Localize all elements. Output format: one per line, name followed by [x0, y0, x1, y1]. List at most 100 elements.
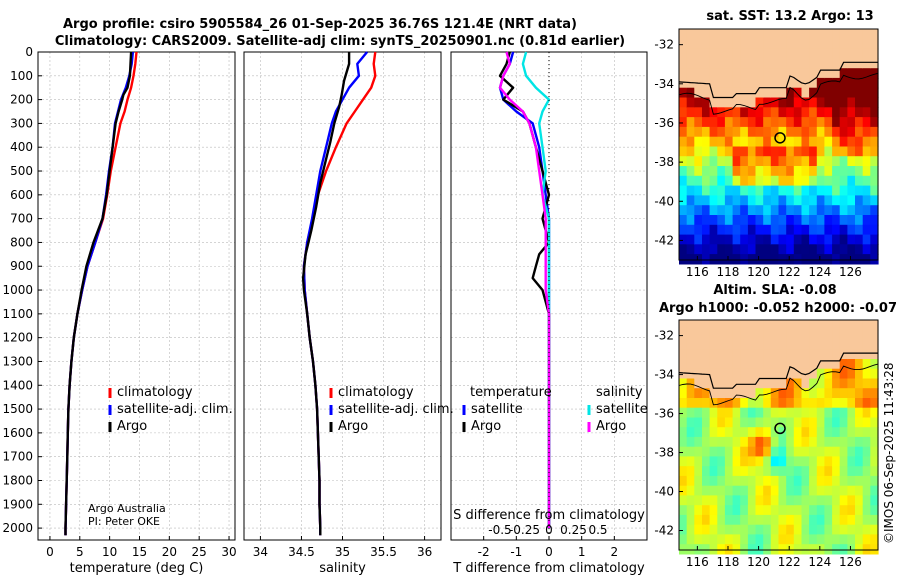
map-cell: [724, 398, 734, 409]
map-cell: [747, 244, 757, 255]
map-cell: [839, 329, 848, 340]
map-cell: [855, 514, 864, 526]
map-cell: [832, 514, 841, 526]
map-cell: [847, 126, 856, 138]
y-tick-label: 400: [10, 140, 33, 154]
s-tick-label: -0.25: [509, 523, 540, 537]
map-cell: [732, 427, 741, 438]
map-cell: [855, 485, 864, 496]
map-cell: [770, 77, 780, 89]
map-cell: [793, 378, 803, 389]
map-cell: [809, 339, 818, 350]
map-cell: [793, 514, 803, 526]
map-y-tick-label: -42: [654, 233, 674, 247]
map-cell: [679, 38, 688, 50]
map-cell: [786, 195, 795, 206]
map-cell: [709, 48, 718, 59]
map-cell: [717, 368, 726, 379]
map-cell: [686, 166, 695, 177]
map-cell: [702, 436, 711, 448]
map-cell: [694, 107, 703, 118]
map-cell: [855, 398, 864, 409]
map-cell: [709, 185, 718, 196]
map-cell: [870, 195, 879, 206]
map-cell: [686, 320, 695, 331]
map-cell: [816, 466, 826, 477]
map-cell: [816, 48, 826, 59]
map-cell: [870, 29, 879, 40]
map-cell: [824, 97, 833, 108]
map-cell: [824, 514, 833, 526]
map-cell: [847, 77, 856, 89]
map-cell: [839, 485, 848, 496]
map-cell: [793, 359, 803, 370]
map-cell: [786, 339, 795, 350]
map-cell: [770, 68, 780, 79]
map-cell: [717, 48, 726, 59]
map-cell: [870, 398, 879, 409]
map-cell: [740, 446, 749, 457]
map-cell: [694, 97, 703, 108]
map-cell: [832, 534, 841, 545]
map-cell: [778, 58, 787, 69]
map-cell: [732, 68, 741, 79]
map-cell: [839, 224, 848, 236]
map-cell: [747, 126, 757, 138]
map-cell: [801, 534, 810, 545]
map-cell: [724, 146, 734, 157]
map-cell: [855, 427, 864, 438]
map-cell: [724, 244, 734, 255]
map-cell: [770, 378, 780, 389]
map-cell: [847, 166, 856, 177]
map-cell: [809, 185, 818, 196]
map-cell: [755, 495, 764, 506]
map-cell: [770, 244, 780, 255]
map-cell: [724, 544, 734, 555]
map-cell: [694, 339, 703, 350]
map-cell: [832, 234, 841, 245]
map-cell: [839, 417, 848, 428]
map-cell: [686, 544, 695, 555]
map-cell: [855, 475, 864, 487]
map-cell: [809, 475, 818, 487]
map-cell: [732, 368, 741, 379]
map-cell: [816, 427, 826, 438]
map-cell: [732, 446, 741, 457]
map-cell: [770, 456, 780, 467]
map-cell: [847, 329, 856, 340]
map-cell: [755, 254, 764, 265]
map-cell: [740, 87, 749, 99]
map-cell: [793, 97, 803, 108]
map-cell: [755, 29, 764, 40]
map-cell: [816, 117, 826, 128]
map-cell: [686, 534, 695, 545]
map-cell: [694, 244, 703, 255]
map-cell: [770, 185, 780, 196]
map-cell: [793, 166, 803, 177]
map-cell: [809, 320, 818, 331]
map-cell: [847, 97, 856, 108]
map-cell: [709, 205, 718, 216]
map-cell: [778, 329, 787, 340]
x-tick-label: 34.5: [288, 545, 315, 559]
map-cell: [778, 166, 787, 177]
map-cell: [816, 136, 826, 148]
map-cell: [816, 156, 826, 167]
map-cell: [855, 339, 864, 350]
x-tick-label: -2: [478, 545, 490, 559]
map-cell: [862, 38, 871, 50]
map-cell: [816, 244, 826, 255]
map-cell: [724, 475, 734, 487]
map-cell: [809, 329, 818, 340]
map-cell: [702, 87, 711, 99]
map-cell: [694, 329, 703, 340]
map-cell: [809, 254, 818, 265]
map-cell: [862, 156, 871, 167]
map-cell: [686, 359, 695, 370]
map-cell: [709, 378, 718, 389]
map-cell: [702, 117, 711, 128]
map-cell: [724, 466, 734, 477]
map-cell: [778, 126, 787, 138]
map-cell: [793, 368, 803, 379]
map-cell: [832, 29, 841, 40]
